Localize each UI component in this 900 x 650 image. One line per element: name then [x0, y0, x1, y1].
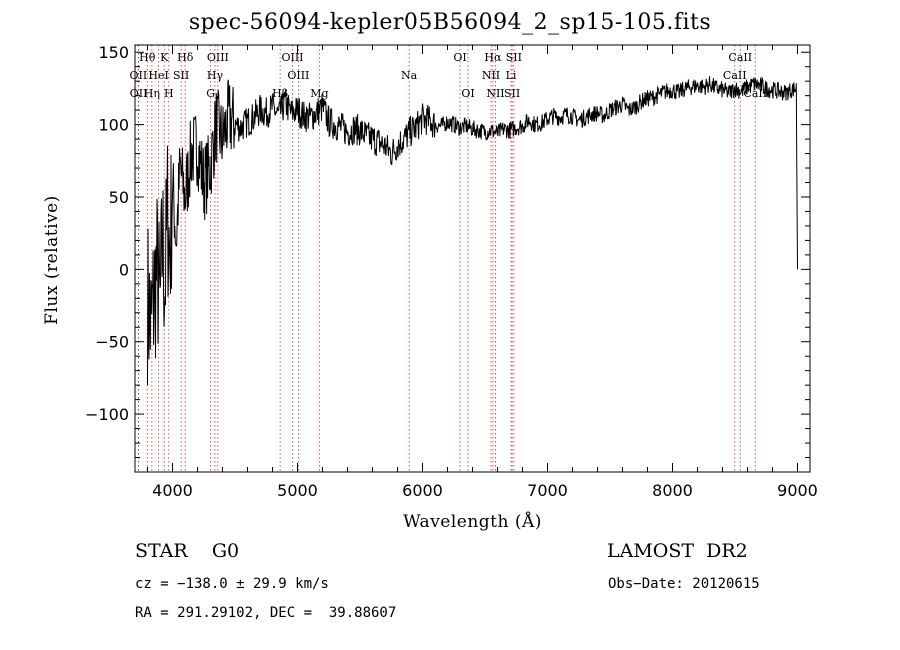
line-marker-label: SII [506, 51, 522, 64]
x-tick-label: 8000 [652, 481, 693, 500]
line-marker-label: SII [173, 69, 189, 82]
redshift-text: cz = −138.0 ± 29.9 km/s [135, 576, 329, 592]
y-tick-label: −100 [85, 405, 129, 424]
coordinates: RA = 291.29102, DEC = 39.88607 [135, 605, 397, 621]
line-marker-label: H [164, 87, 174, 100]
line-marker-label: Na [401, 69, 418, 82]
line-marker-label: OIII [281, 51, 303, 64]
y-tick-label: 0 [119, 260, 129, 279]
line-marker-label: K [160, 51, 169, 64]
spectrum-line [147, 76, 798, 386]
line-marker-label: NII [482, 69, 500, 82]
y-tick-label: −50 [95, 333, 129, 352]
line-marker-label: SII [504, 87, 520, 100]
x-tick-label: 6000 [402, 481, 443, 500]
line-marker-label: CaII [723, 69, 747, 82]
line-marker-label: OII [130, 69, 148, 82]
line-marker-label: Hβ [272, 87, 288, 100]
line-marker-label: Hθ [139, 51, 156, 64]
line-marker-label: OII [130, 87, 148, 100]
line-marker-label: OIII [287, 69, 309, 82]
y-axis-label: Flux (relative) [42, 195, 62, 325]
x-tick-label: 5000 [277, 481, 318, 500]
line-marker-label: Hη [144, 87, 160, 100]
line-marker-label: NII [486, 87, 504, 100]
plot-frame [134, 44, 811, 473]
x-axis-label: Wavelength (Å) [403, 512, 542, 532]
line-marker-label: OIII [207, 51, 229, 64]
x-tick-label: 7000 [527, 481, 568, 500]
line-marker-label: Hδ [177, 51, 194, 64]
line-marker-label: Hα [484, 51, 502, 64]
x-tick-label: 9000 [777, 481, 818, 500]
spectrum-series [147, 76, 798, 386]
line-marker-label: CaII [743, 87, 767, 100]
object-class: STAR G0 [135, 540, 240, 562]
line-marker-label: OI [461, 87, 474, 100]
y-tick-label: 150 [98, 43, 129, 62]
line-marker-label: HeI [148, 69, 168, 82]
line-marker-label: Mg [310, 87, 328, 100]
line-marker-label: CaII [728, 51, 752, 64]
chart-title: spec-56094-kepler05B56094_2_sp15-105.fit… [188, 10, 712, 35]
line-marker-label: Li [506, 69, 517, 82]
y-tick-label: 50 [109, 188, 129, 207]
obs-date: Obs−Date: 20120615 [608, 576, 760, 592]
plot-axes: 4000 5000 6000 7000 8000 9000 −100 −50 0 50 100 150 [85, 43, 818, 500]
survey-name: LAMOST DR2 [607, 540, 748, 562]
line-marker-label: OI [453, 51, 466, 64]
x-tick-label: 4000 [152, 481, 193, 500]
y-tick-label: 100 [98, 116, 129, 135]
line-marker-label: Hγ [207, 69, 224, 82]
line-marker-labels: Hθ K Hδ OIII OIII OI Hα SII CaII OII HeI SII Hγ OIII N… [130, 51, 768, 100]
line-marker-label: G [206, 87, 215, 100]
